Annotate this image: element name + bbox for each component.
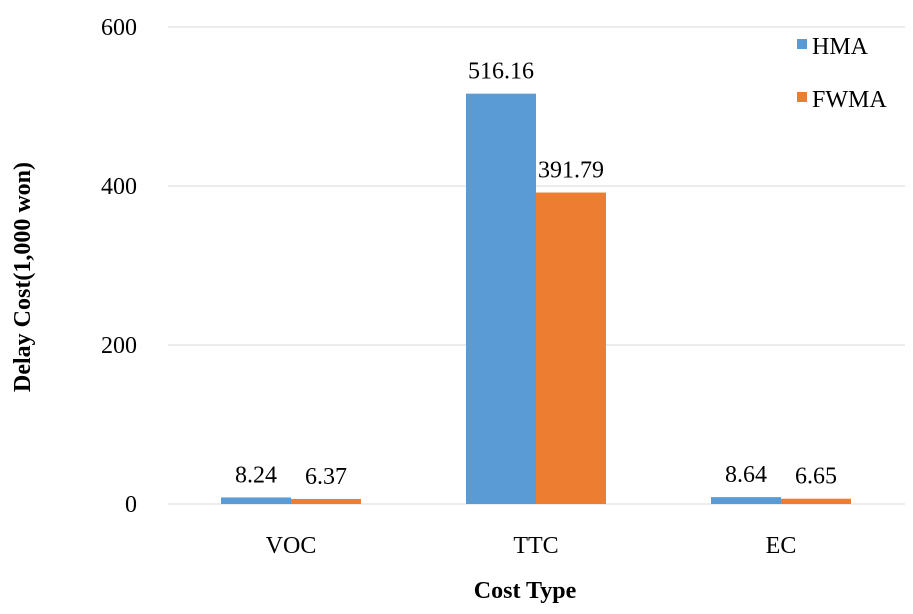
y-tick-label: 200 [101,333,137,359]
x-tick-label: EC [766,533,797,559]
y-tick-label: 600 [101,15,137,41]
legend-label-fwma: FWMA [812,87,887,113]
x-axis-title: Cost Type [474,578,577,604]
bar-fwma-ec [781,498,851,504]
data-labels: 8.24 516.16 8.64 6.37 391.79 6.65 [235,59,837,490]
data-label: 8.24 [235,462,277,488]
axis-ticks: 0 200 400 600 VOC TTC EC [101,15,796,559]
x-tick-label: TTC [513,533,558,559]
bars [221,93,851,504]
bar-hma-ec [711,497,781,504]
bar-fwma-voc [291,498,361,504]
bar-hma-ttc [466,93,536,504]
data-label: 516.16 [468,59,534,85]
legend-swatch-fwma [797,92,807,102]
legend: HMA FWMA [797,34,887,113]
data-label: 391.79 [538,158,604,184]
data-label: 6.65 [795,464,837,490]
legend-swatch-hma [797,39,807,49]
data-label: 8.64 [725,462,767,488]
y-tick-label: 400 [101,174,137,200]
x-tick-label: VOC [266,533,317,559]
y-axis-title: Delay Cost(1,000 won) [10,162,36,392]
bar-fwma-ttc [536,192,606,504]
y-tick-label: 0 [125,492,137,518]
legend-label-hma: HMA [812,34,869,60]
bar-hma-voc [221,497,291,504]
data-label: 6.37 [305,464,347,490]
